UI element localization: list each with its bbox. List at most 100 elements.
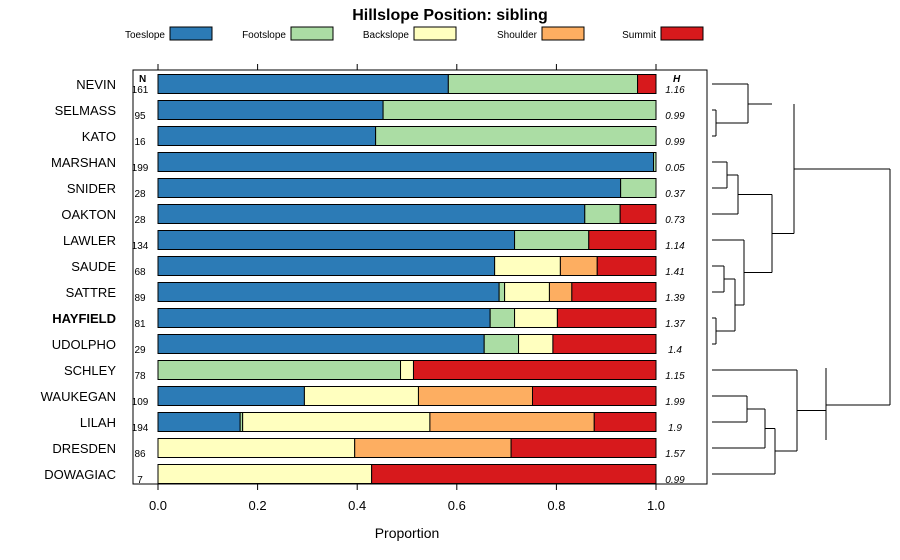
h-value: 1.16 <box>665 85 685 96</box>
h-value: 0.99 <box>665 111 685 122</box>
bar-segment <box>514 230 590 250</box>
n-value: 81 <box>134 319 146 330</box>
h-value: 1.4 <box>668 345 682 356</box>
category-label: DOWAGIAC <box>44 467 116 482</box>
bar-segment <box>157 126 377 146</box>
bar-segment <box>417 386 533 406</box>
n-value: 161 <box>132 85 149 96</box>
n-value: 28 <box>134 189 146 200</box>
bar-segment <box>483 334 520 354</box>
bar-segment <box>157 230 516 250</box>
n-value: 89 <box>134 293 146 304</box>
n-value: 7 <box>137 475 143 486</box>
n-value: 199 <box>132 163 149 174</box>
category-label: LAWLER <box>63 233 116 248</box>
category-label: LILAH <box>80 415 116 430</box>
category-label: SCHLEY <box>64 363 116 378</box>
bar-segment <box>157 152 655 172</box>
n-value: 134 <box>132 241 149 252</box>
n-value: 28 <box>134 215 146 226</box>
category-label: SATTRE <box>66 285 117 300</box>
n-value: 16 <box>134 137 146 148</box>
bar-segment <box>371 464 657 484</box>
bar-segment <box>400 360 414 380</box>
bar-segment <box>157 334 485 354</box>
legend-swatch <box>290 26 334 41</box>
h-value: 0.73 <box>665 215 685 226</box>
bar-segment <box>157 464 373 484</box>
x-tick-label: 0.4 <box>348 498 366 513</box>
dendrogram-branches <box>712 83 891 475</box>
bar-segment <box>412 360 657 380</box>
n-value: 78 <box>134 371 146 382</box>
category-label: OAKTON <box>61 207 116 222</box>
legend-label: Summit <box>622 30 656 41</box>
x-axis: 0.0 0.2 0.4 0.6 0.8 1.0 <box>149 484 665 513</box>
category-label: MARSHAN <box>51 155 116 170</box>
bar-segment <box>596 256 657 276</box>
h-value: 1.99 <box>665 397 685 408</box>
bar-segment <box>242 412 431 432</box>
bar-segment <box>548 282 573 302</box>
category-label: DRESDEN <box>52 441 116 456</box>
bar-segment <box>157 178 622 198</box>
bar-segment <box>429 412 595 432</box>
bar-segment <box>619 204 657 224</box>
bar-segment <box>653 152 657 172</box>
n-value: 194 <box>132 423 149 434</box>
bar-segment <box>157 282 500 302</box>
bar-segment <box>447 74 639 94</box>
category-label: UDOLPHO <box>52 337 116 352</box>
category-label: SELMASS <box>55 103 117 118</box>
bar-segment <box>157 204 586 224</box>
bar-segment <box>552 334 657 354</box>
n-value: 95 <box>134 111 146 122</box>
h-value: 0.99 <box>665 475 685 486</box>
bar-segment <box>559 256 598 276</box>
n-value: 68 <box>134 267 146 278</box>
legend: Toeslope Footslope Backslope Shoulder Summit <box>125 26 704 41</box>
x-axis-label: Proportion <box>375 525 440 541</box>
bar-segment <box>637 74 657 94</box>
bar-segment <box>498 282 506 302</box>
bar-segment <box>157 256 496 276</box>
bar-segment <box>588 230 657 250</box>
legend-swatch <box>413 26 457 41</box>
h-value: 0.05 <box>665 163 685 174</box>
bar-segment <box>375 126 657 146</box>
x-tick-label: 0.8 <box>547 498 565 513</box>
h-value: 1.57 <box>665 449 685 460</box>
category-label: NEVIN <box>76 77 116 92</box>
h-value: 1.41 <box>665 267 684 278</box>
bar-segment <box>504 282 550 302</box>
bar-segment <box>157 74 449 94</box>
x-tick-label: 0.2 <box>249 498 267 513</box>
h-value: 0.99 <box>665 137 685 148</box>
h-value: 1.39 <box>665 293 685 304</box>
legend-label: Backslope <box>363 30 410 41</box>
chart-title: Hillslope Position: sibling <box>352 7 548 24</box>
h-value: 1.14 <box>665 241 685 252</box>
x-tick-label: 1.0 <box>647 498 665 513</box>
legend-label: Toeslope <box>125 30 165 41</box>
n-value: 86 <box>134 449 146 460</box>
legend-label: Shoulder <box>497 30 538 41</box>
bar-segment <box>620 178 657 198</box>
row-labels: 161 1.16 NEVIN 95 0.99 SELMASS 16 0.99 KATO 199 0.… <box>41 77 686 486</box>
legend-label: Footslope <box>242 30 286 41</box>
bar-segment <box>571 282 657 302</box>
bar-segment <box>354 438 512 458</box>
bar-segment <box>489 308 516 328</box>
bar-segment <box>382 100 657 120</box>
category-label: SAUDE <box>71 259 116 274</box>
h-column-header: H <box>673 74 681 85</box>
category-label: SNIDER <box>67 181 116 196</box>
legend-swatch <box>541 26 585 41</box>
bar-segment <box>157 100 384 120</box>
category-label: WAUKEGAN <box>41 389 116 404</box>
n-value: 29 <box>134 345 146 356</box>
bar-segment <box>157 438 356 458</box>
top-ticks <box>157 64 657 70</box>
bar-segment <box>157 308 491 328</box>
